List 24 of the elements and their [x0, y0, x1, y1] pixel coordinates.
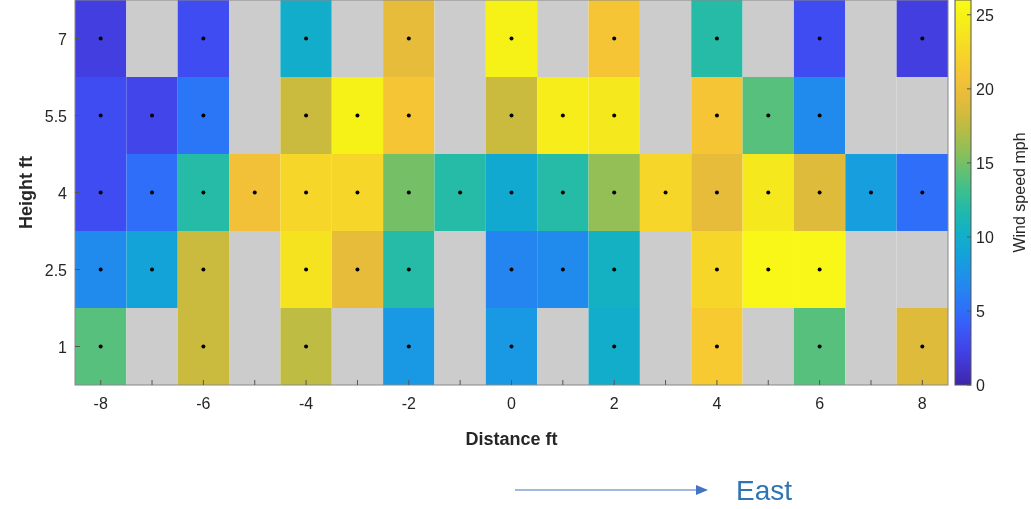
x-tick-label: 0 [507, 395, 517, 412]
x-tick-label: 6 [815, 395, 825, 412]
text: East [736, 475, 793, 506]
color-bar-title: Wind speed mph [1011, 132, 1028, 253]
y-tick-label: 4 [58, 184, 68, 202]
color-bar-label: 15 [976, 154, 994, 172]
x-tick-label: 4 [712, 395, 722, 412]
y-tick-label: 1 [58, 338, 68, 356]
color-bar-label: 0 [976, 377, 985, 394]
color-bar-label: 20 [976, 80, 994, 98]
x-tick-label: -2 [401, 395, 417, 412]
x-tick-label: -4 [298, 395, 314, 412]
y-axis-title: Height ft [16, 156, 36, 229]
y-tick-label: 7 [58, 30, 68, 48]
y-tick-label: 2.5 [44, 261, 68, 279]
color-bar-label: 25 [976, 6, 994, 24]
y-tick-label: 5.5 [44, 107, 68, 125]
color-bar-label: 10 [976, 228, 994, 246]
x-tick-label: 2 [609, 395, 619, 412]
color-bar-label: 5 [976, 302, 985, 320]
x-tick-label: -6 [196, 395, 211, 412]
x-axis-title: Distance ft [465, 429, 558, 449]
x-tick-label: 8 [917, 395, 927, 412]
x-tick-label: -8 [93, 395, 108, 412]
